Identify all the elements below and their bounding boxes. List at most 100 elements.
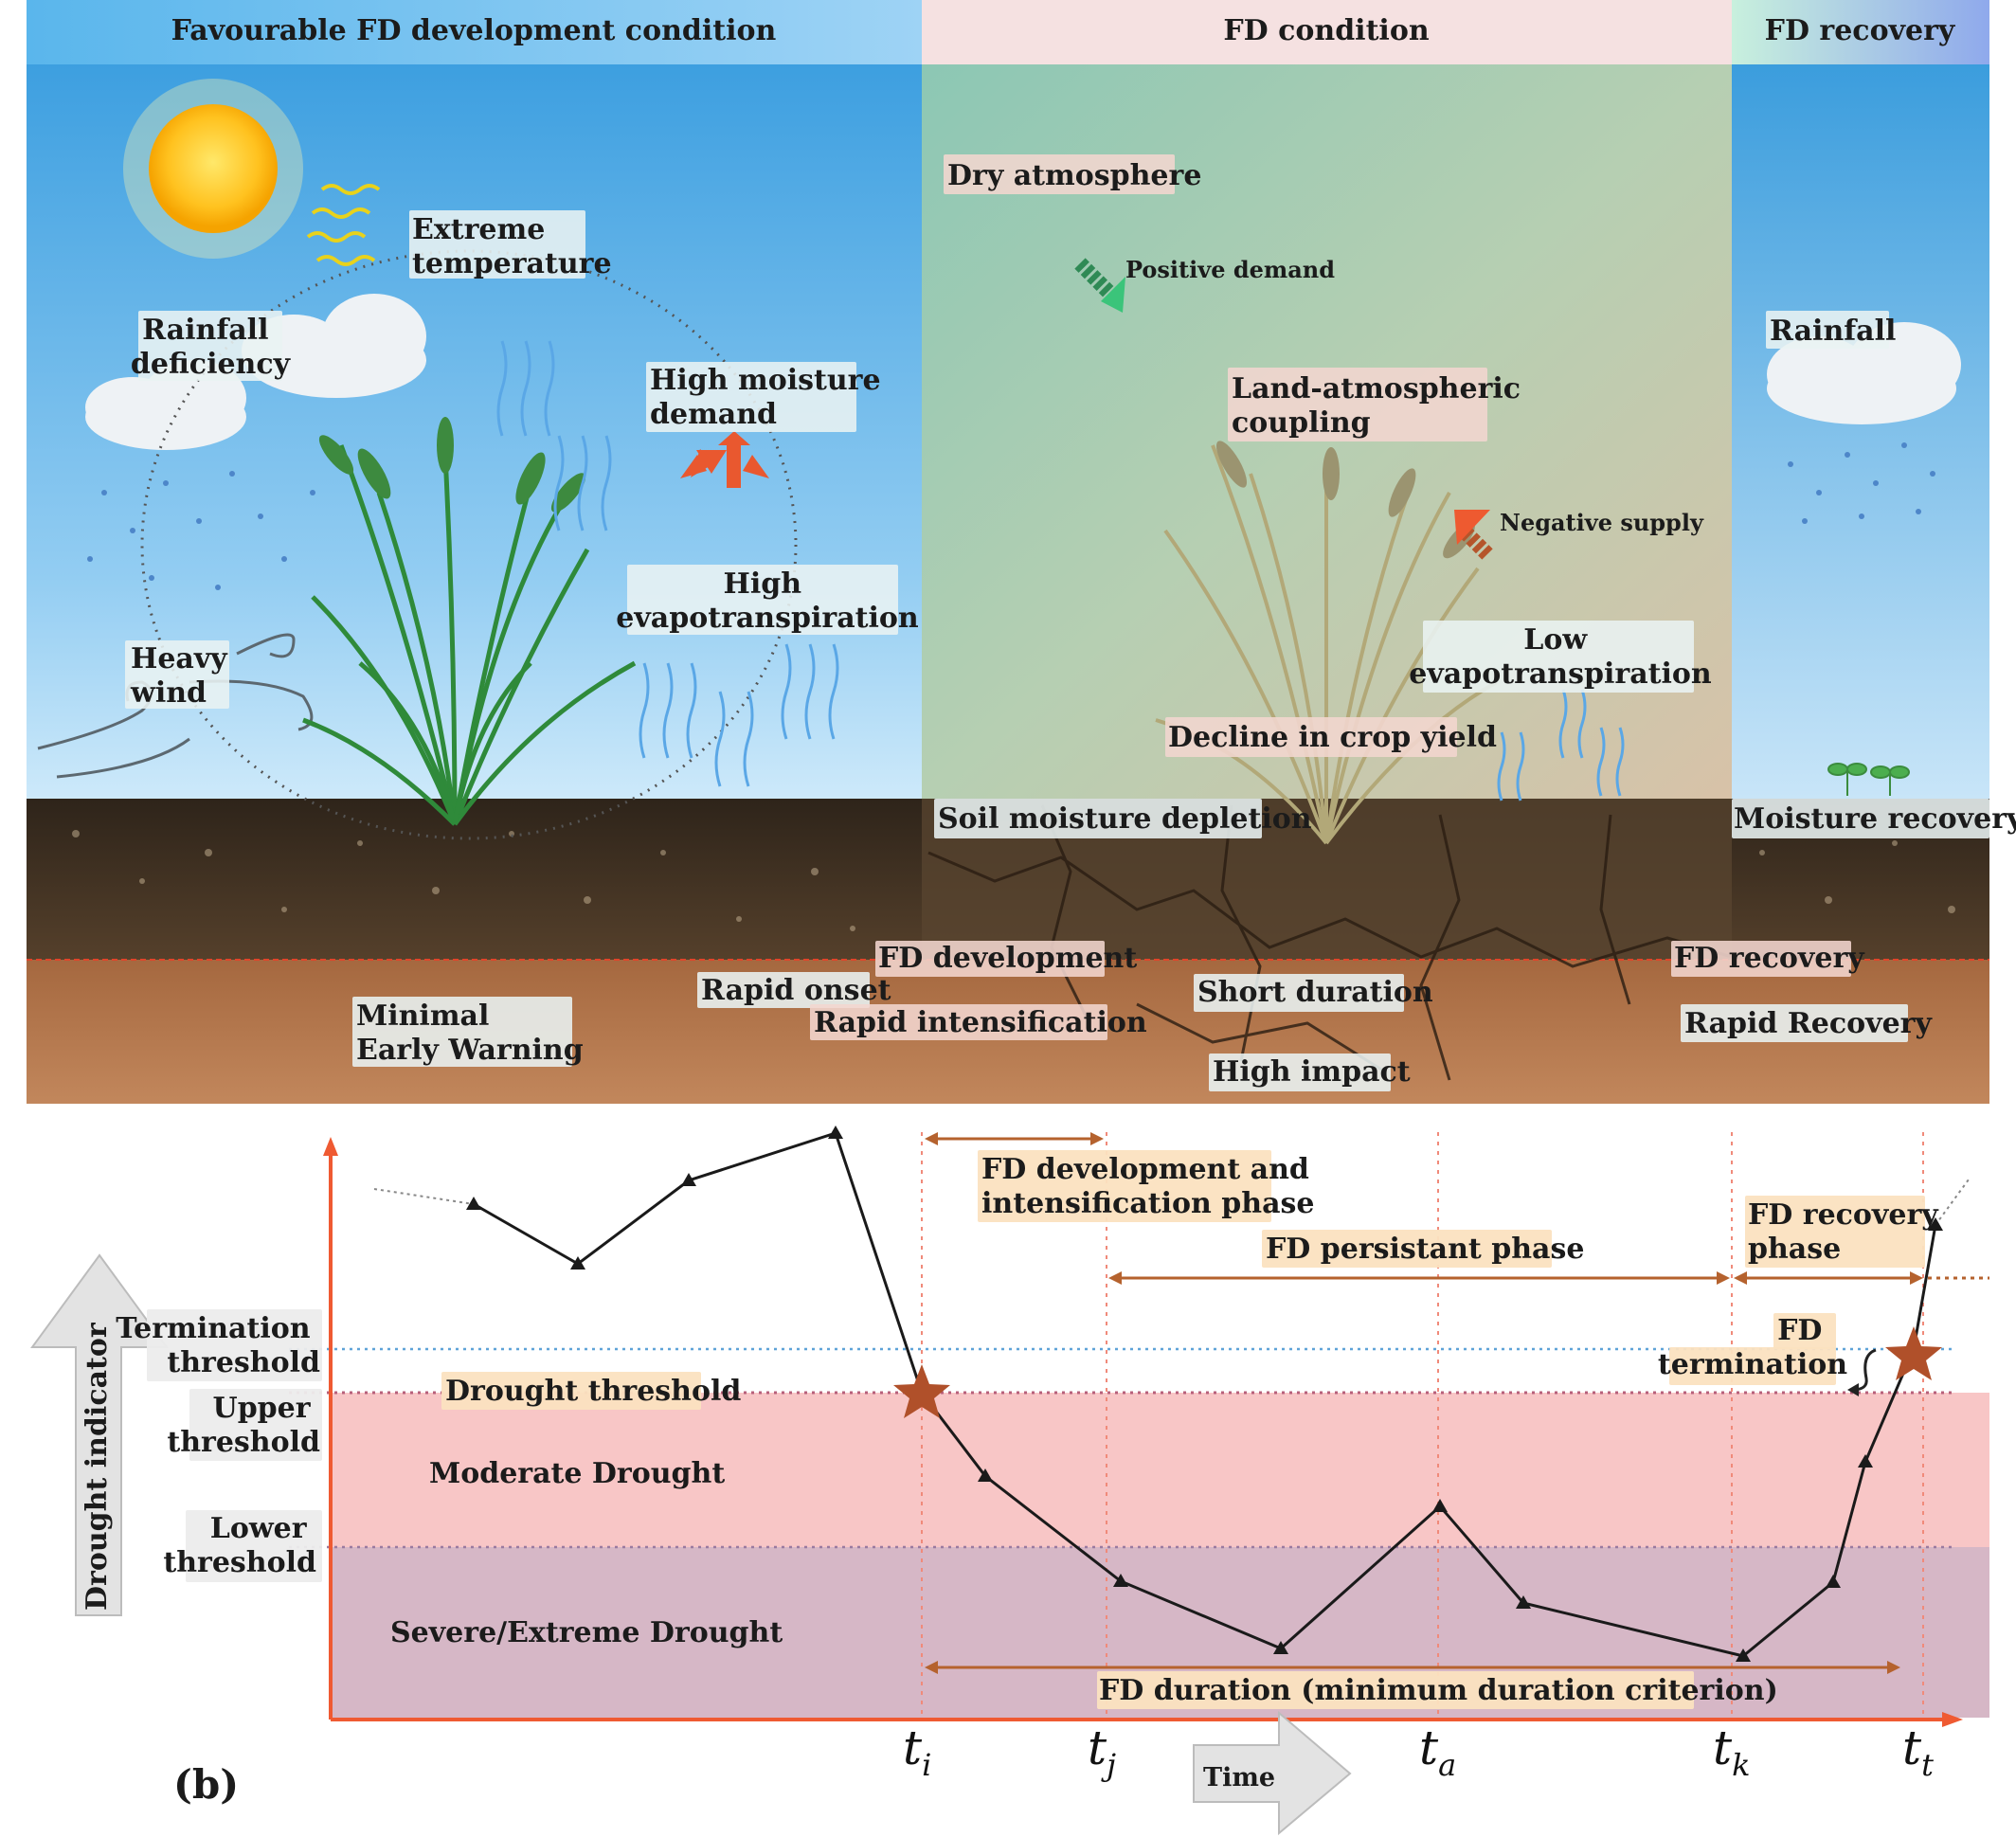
- series-marker: [1736, 1648, 1751, 1662]
- label-land-atmospheric-coupling: Land-atmospheric coupling: [1232, 372, 1531, 440]
- series-marker: [1432, 1499, 1448, 1512]
- termination-pointer-head: [1847, 1383, 1859, 1396]
- series-marker: [1516, 1595, 1531, 1609]
- phase-arrows: [925, 1132, 1923, 1674]
- header-condition: FD condition: [1223, 14, 1429, 47]
- label-high-impact: High impact: [1213, 1055, 1411, 1089]
- label-high-evapotranspiration: High evapotranspiration: [616, 567, 919, 635]
- label-extreme-temperature: Extreme temperature: [412, 213, 612, 280]
- persistent-phase-label: FD persistant phase: [1266, 1233, 1584, 1266]
- grass-seed-heads: [318, 417, 586, 513]
- green-grass-icon: [302, 444, 637, 826]
- label-rapid-recovery: Rapid Recovery: [1684, 1007, 1933, 1040]
- time-marker-tt: tt: [1902, 1720, 1934, 1783]
- header-recovery: FD recovery: [1765, 14, 1956, 47]
- recovery-phase-label: FD recovery phase: [1748, 1198, 1948, 1266]
- chart-label-backgrounds: [147, 1150, 1925, 1709]
- label-rapid-onset: Rapid onset: [701, 974, 891, 1007]
- label-heavy-wind: Heavy wind: [130, 642, 237, 710]
- upper-threshold-label: Upper threshold: [167, 1392, 320, 1459]
- label-decline-crop-yield: Decline in crop yield: [1168, 721, 1497, 754]
- rain-drops-icon: [87, 471, 315, 590]
- negative-supply-arrow-icon: [1454, 510, 1493, 560]
- evaporation-arrows-icon: [496, 340, 839, 787]
- sun-icon: [123, 79, 303, 259]
- fd-termination-star-icon: [1885, 1326, 1942, 1380]
- series-marker: [1826, 1575, 1841, 1588]
- drought-indicator-series-line: [473, 1131, 1937, 1658]
- time-marker-tk: tk: [1713, 1720, 1750, 1783]
- rain-cloud-icon: [1767, 322, 1961, 424]
- series-marker: [681, 1173, 696, 1186]
- fd-termination-label: FD termination: [1658, 1314, 1847, 1381]
- development-phase-label: FD development and intensification phase: [981, 1153, 1319, 1220]
- time-marker-ta: ta: [1419, 1720, 1456, 1783]
- header-band-right: [1732, 0, 1989, 64]
- label-negative-supply: Negative supply: [1500, 509, 1704, 536]
- time-arrow-icon: [1193, 1710, 1352, 1836]
- series-marker: [1858, 1454, 1873, 1468]
- series-marker: [978, 1468, 993, 1482]
- drought-threshold-label: Drought threshold: [445, 1375, 741, 1408]
- termination-threshold-label: Termination threshold: [116, 1312, 320, 1379]
- positive-demand-arrow-icon: [1074, 258, 1125, 313]
- label-short-duration: Short duration: [1197, 976, 1433, 1009]
- time-marker-ti: ti: [903, 1720, 931, 1783]
- label-fd-recovery: FD recovery: [1674, 942, 1865, 975]
- moderate-drought-zone: [331, 1393, 1989, 1547]
- trend-lead-out-line: [1935, 1179, 1970, 1226]
- label-rapid-intensification: Rapid intensification: [814, 1006, 1147, 1039]
- x-axis-label: Time: [1203, 1763, 1275, 1792]
- label-rainfall: Rainfall: [1770, 315, 1896, 348]
- label-soil-moisture-depletion: Soil moisture depletion: [938, 802, 1312, 836]
- y-axis-label: Drought indicator: [81, 1322, 114, 1611]
- header-band-middle: [922, 0, 1732, 64]
- low-evaporation-arrows-icon: [1497, 689, 1625, 801]
- termination-pointer-arrow-icon: [1851, 1348, 1877, 1392]
- svg-text:tt: tt: [1902, 1720, 1934, 1783]
- label-backgrounds: [125, 154, 1989, 1091]
- svg-text:tj: tj: [1088, 1720, 1116, 1783]
- trend-lead-in-line: [373, 1188, 475, 1205]
- severe-drought-label: Severe/Extreme Drought: [390, 1616, 783, 1649]
- moderate-drought-label: Moderate Drought: [429, 1457, 725, 1490]
- series-markers: [466, 1126, 1943, 1662]
- soil-cracks: [927, 804, 1733, 1081]
- svg-text:ta: ta: [1419, 1720, 1456, 1783]
- series-marker: [1928, 1217, 1943, 1231]
- seedling-icon: [1827, 763, 1910, 796]
- series-marker: [828, 1126, 843, 1139]
- label-low-evapotranspiration: Low evapotranspiration: [1409, 623, 1712, 691]
- series-marker: [570, 1256, 585, 1270]
- severe-drought-zone: [331, 1547, 1989, 1718]
- label-high-moisture-demand: High moisture demand: [650, 364, 891, 431]
- heat-wave-icon: [306, 184, 381, 266]
- label-rainfall-deficiency: Rainfall deficiency: [131, 314, 292, 381]
- dry-grass-icon: [1155, 444, 1498, 845]
- header-band-left: [27, 0, 922, 64]
- sky-right: [1732, 64, 1989, 799]
- duration-label: FD duration (minimum duration criterion): [1099, 1674, 1778, 1707]
- label-fd-development: FD development: [878, 942, 1137, 975]
- time-marker-tj: tj: [1088, 1720, 1116, 1783]
- label-moisture-recovery: Moisture recovery: [1734, 802, 2016, 836]
- series-marker: [1113, 1574, 1128, 1587]
- svg-text:tk: tk: [1713, 1720, 1750, 1783]
- lower-threshold-label: Lower threshold: [163, 1512, 316, 1579]
- rain-drops-right-icon: [1788, 442, 1935, 524]
- series-marker: [466, 1197, 481, 1210]
- header-development: Favourable FD development condition: [171, 14, 777, 47]
- series-marker: [1273, 1641, 1288, 1654]
- drought-indicator-arrow-icon: [30, 1253, 169, 1616]
- time-guide-lines: [921, 1132, 1924, 1718]
- label-minimal-early-warning: Minimal Early Warning: [356, 1000, 584, 1067]
- label-positive-demand: Positive demand: [1125, 256, 1335, 283]
- soil-texture: [72, 830, 1955, 931]
- panel-b-label: (b): [173, 1761, 239, 1808]
- moisture-demand-arrows-icon: [680, 431, 769, 488]
- chart-axes: [323, 1137, 1963, 1727]
- panel-a-illustration: Favourable FD development condition FD c…: [27, 0, 2016, 1104]
- drought-onset-star-icon: [893, 1364, 950, 1418]
- label-dry-atmosphere: Dry atmosphere: [947, 159, 1201, 192]
- climate-cycle-circle: [140, 249, 798, 840]
